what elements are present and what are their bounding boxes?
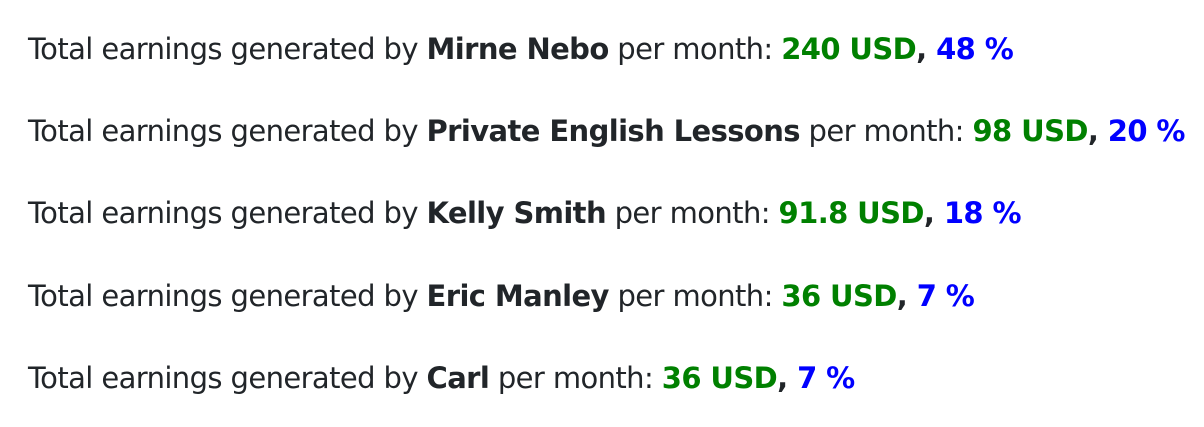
earnings-row-kelly-smith: Total earnings generated by Kelly Smith …	[28, 195, 1022, 231]
earnings-percent: 18 %	[943, 196, 1022, 230]
earnings-usd: 36 USD	[661, 361, 778, 395]
earner-name: Kelly Smith	[426, 196, 607, 230]
separator: ,	[916, 32, 937, 66]
earnings-percent: 7 %	[916, 279, 975, 313]
earnings-percent: 48 %	[936, 32, 1014, 66]
earner-name: Private English Lessons	[426, 114, 801, 148]
row-mid: per month:	[799, 114, 973, 148]
row-prefix: Total earnings generated by	[28, 114, 427, 148]
earnings-usd: 36 USD	[781, 279, 897, 313]
separator: ,	[923, 196, 944, 230]
separator: ,	[896, 279, 917, 313]
earnings-usd: 91.8 USD	[778, 196, 925, 230]
separator: ,	[777, 361, 798, 395]
earner-name: Eric Manley	[426, 279, 610, 313]
row-mid: per month:	[608, 32, 782, 66]
row-prefix: Total earnings generated by	[28, 361, 427, 395]
earnings-row-eric-manley: Total earnings generated by Eric Manley …	[28, 278, 975, 314]
earnings-row-mirne-nebo: Total earnings generated by Mirne Nebo p…	[28, 31, 1014, 67]
row-prefix: Total earnings generated by	[28, 279, 427, 313]
earnings-row-carl: Total earnings generated by Carl per mon…	[28, 360, 855, 396]
separator: ,	[1087, 114, 1108, 148]
row-prefix: Total earnings generated by	[28, 196, 427, 230]
earner-name: Mirne Nebo	[426, 32, 610, 66]
row-prefix: Total earnings generated by	[28, 32, 427, 66]
earnings-percent: 20 %	[1107, 114, 1186, 148]
row-mid: per month:	[489, 361, 662, 395]
earner-name: Carl	[426, 361, 490, 395]
earnings-row-private-english-lessons: Total earnings generated by Private Engl…	[28, 113, 1185, 149]
row-mid: per month:	[608, 279, 782, 313]
row-mid: per month:	[606, 196, 779, 230]
earnings-usd: 240 USD	[781, 32, 917, 66]
earnings-usd: 98 USD	[972, 114, 1088, 148]
earnings-percent: 7 %	[797, 361, 855, 395]
